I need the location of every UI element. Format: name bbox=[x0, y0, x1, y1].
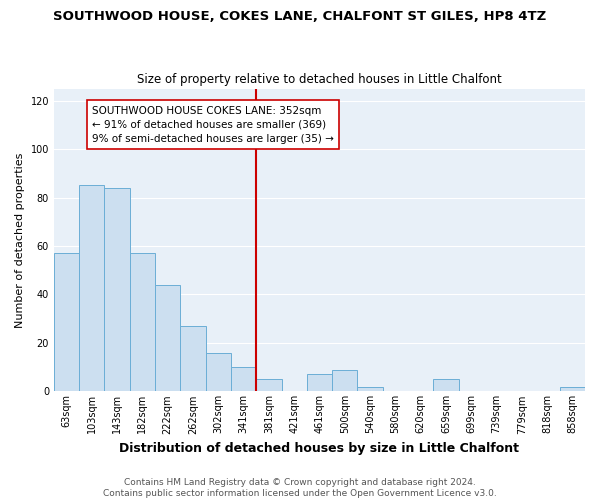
Bar bbox=[307, 374, 332, 392]
Bar bbox=[181, 326, 206, 392]
Title: Size of property relative to detached houses in Little Chalfont: Size of property relative to detached ho… bbox=[137, 73, 502, 86]
X-axis label: Distribution of detached houses by size in Little Chalfont: Distribution of detached houses by size … bbox=[119, 442, 520, 455]
Bar bbox=[104, 188, 130, 392]
Bar bbox=[155, 285, 181, 392]
Bar bbox=[54, 254, 79, 392]
Y-axis label: Number of detached properties: Number of detached properties bbox=[15, 152, 25, 328]
Bar bbox=[130, 254, 155, 392]
Bar bbox=[256, 380, 281, 392]
Bar bbox=[332, 370, 358, 392]
Bar bbox=[231, 367, 256, 392]
Bar bbox=[433, 380, 458, 392]
Text: SOUTHWOOD HOUSE COKES LANE: 352sqm
← 91% of detached houses are smaller (369)
9%: SOUTHWOOD HOUSE COKES LANE: 352sqm ← 91%… bbox=[92, 106, 334, 144]
Bar bbox=[560, 386, 585, 392]
Bar bbox=[206, 352, 231, 392]
Text: Contains HM Land Registry data © Crown copyright and database right 2024.
Contai: Contains HM Land Registry data © Crown c… bbox=[103, 478, 497, 498]
Bar bbox=[358, 386, 383, 392]
Text: SOUTHWOOD HOUSE, COKES LANE, CHALFONT ST GILES, HP8 4TZ: SOUTHWOOD HOUSE, COKES LANE, CHALFONT ST… bbox=[53, 10, 547, 23]
Bar bbox=[79, 186, 104, 392]
